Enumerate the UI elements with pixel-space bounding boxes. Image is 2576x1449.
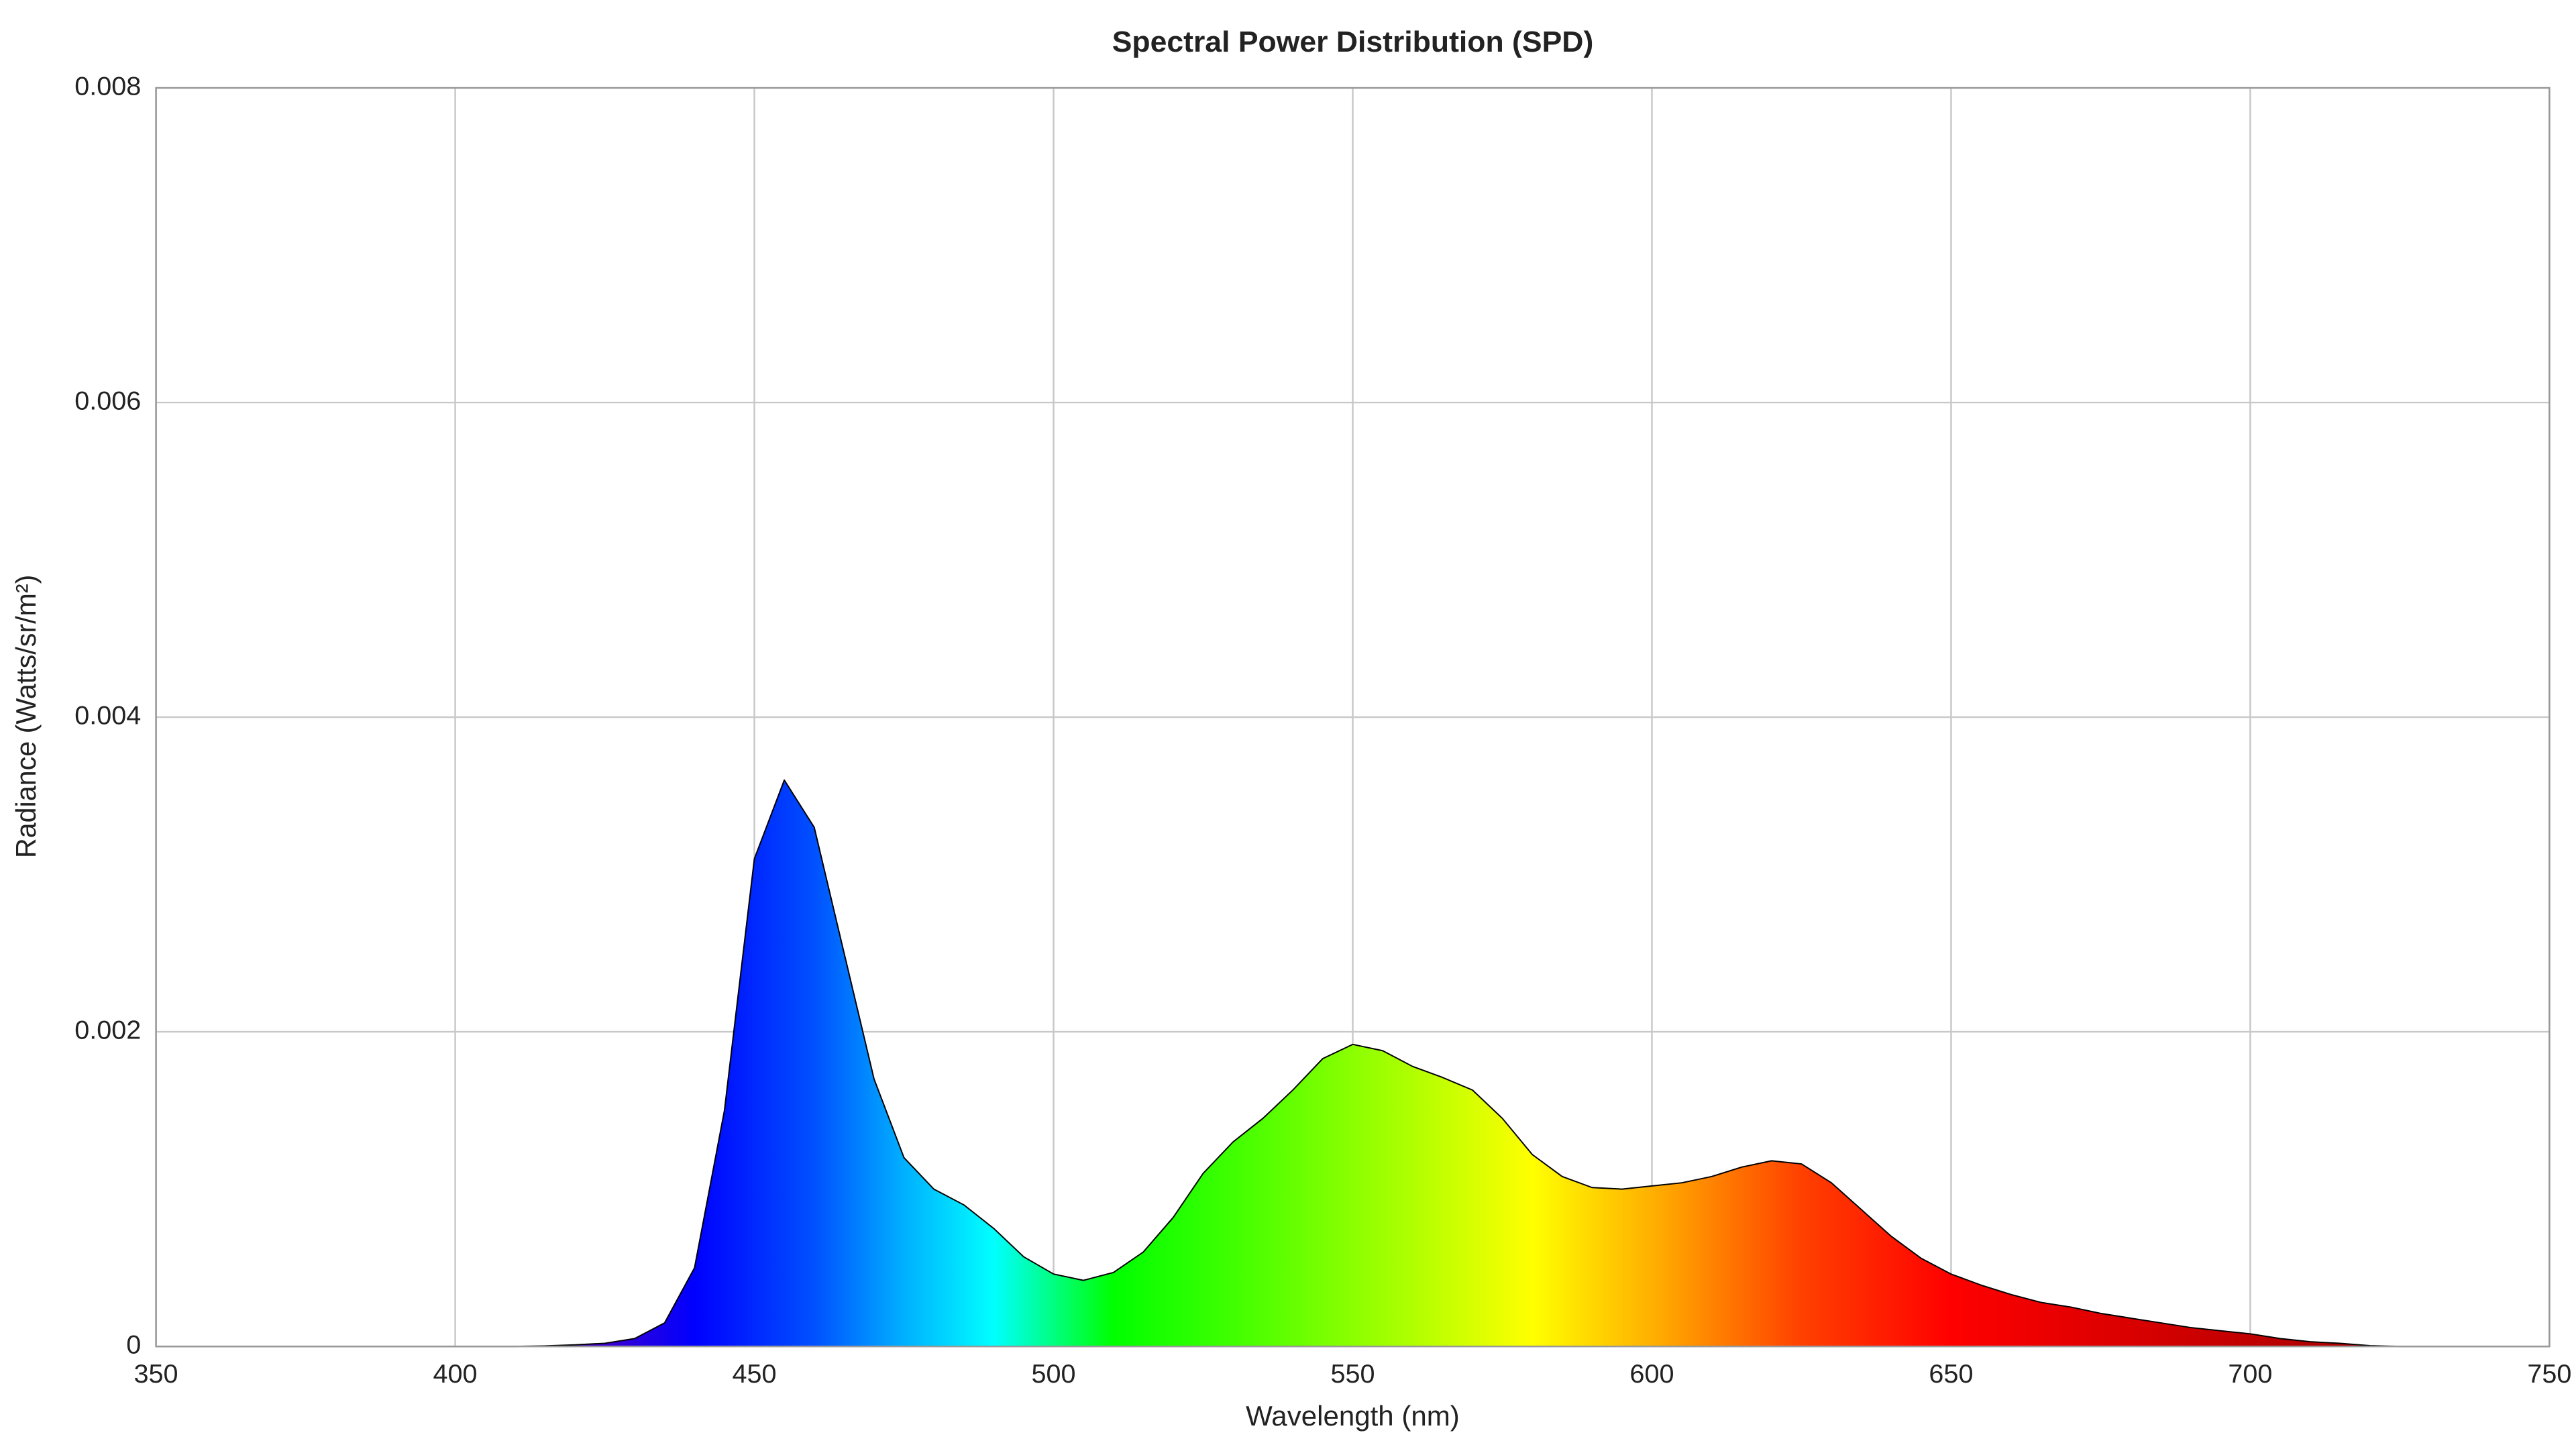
x-axis-label: Wavelength (nm) (1246, 1400, 1460, 1432)
plot (156, 779, 2550, 1348)
y-tick-label: 0.008 (74, 72, 141, 101)
y-tick-label: 0.004 (74, 702, 141, 731)
spectrum-area (156, 780, 2550, 1347)
y-tick-label: 0.006 (74, 387, 141, 416)
y-axis-label: Radiance (Watts/sr/m²) (10, 575, 42, 859)
x-tick-label: 750 (2527, 1360, 2571, 1389)
x-tick-label: 350 (134, 1360, 178, 1389)
spectrum-line (156, 779, 2550, 1348)
chart-title: Spectral Power Distribution (SPD) (1112, 25, 1594, 58)
x-tick-label: 600 (1629, 1360, 1674, 1389)
x-tick-label: 400 (433, 1360, 478, 1389)
plot-frame (155, 87, 2551, 1348)
x-tick-label: 550 (1330, 1360, 1375, 1389)
y-tick-label: 0.002 (74, 1016, 141, 1045)
x-tick-label: 500 (1031, 1360, 1075, 1389)
y-tick-label: 0 (126, 1331, 141, 1360)
x-tick-label: 650 (1929, 1360, 1973, 1389)
x-tick-label: 700 (2228, 1360, 2272, 1389)
x-tick-label: 450 (733, 1360, 777, 1389)
